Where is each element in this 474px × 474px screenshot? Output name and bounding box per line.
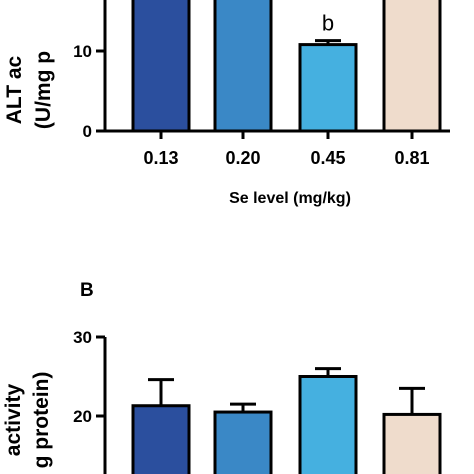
y-axis-label-b-line-2: g protein) [30,372,53,469]
x-tick-label-a-0.81: 0.81 [394,148,429,168]
x-tick-label-a-0.45: 0.45 [310,148,345,168]
bar-a-0.81 [382,0,442,133]
bar-b-0.20 [213,410,273,474]
bar-a-0.13 [131,0,191,133]
bar-a-0.20 [213,0,273,133]
panel-label-b: B [80,280,94,301]
chart-panel-a: ALT ac (U/mg p b 0 10 0.13 0.20 0.45 0.81 Se… [3,0,450,207]
x-axis-label-a: Se level (mg/kg) [229,190,351,207]
y-tick-label-a-0: 0 [83,122,92,141]
significance-label-a-0.45: b [322,11,334,36]
y-tick-label-b-20: 20 [73,407,92,426]
chart-panel-b: B activity g protein) 20 30 [2,280,442,474]
bar-a-0.45 [298,43,358,133]
y-axis-label-a-line-1: ALT ac [3,55,26,124]
x-tick-label-a-0.20: 0.20 [225,148,260,168]
bar-b-0.81 [382,412,442,474]
bar-b-0.45 [298,375,358,474]
bar-b-0.13 [131,404,191,474]
y-axis-label-a-line-2: (U/mg p [32,51,55,129]
y-tick-label-a-10: 10 [73,42,92,61]
x-tick-label-a-0.13: 0.13 [143,148,178,168]
y-tick-label-b-30: 30 [73,328,92,347]
y-axis-label-b-line-1: activity [2,383,25,456]
